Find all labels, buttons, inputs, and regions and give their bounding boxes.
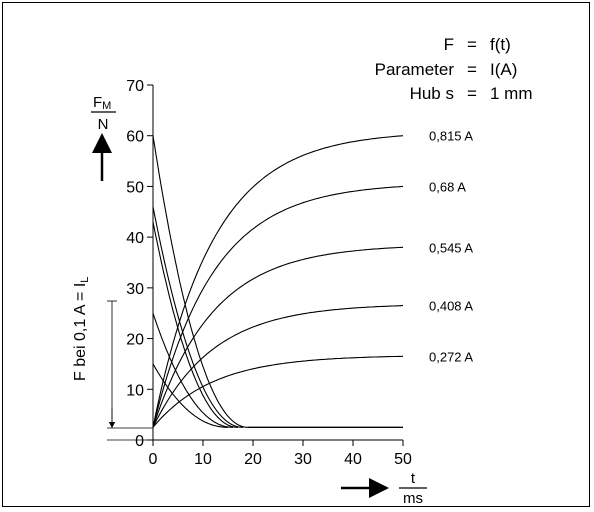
curve-label: 0,815 A: [429, 129, 473, 144]
x-axis-label: t ms: [341, 470, 427, 507]
side-label: F bei 0,1 A = IL: [72, 277, 91, 381]
header-block: F = f(t) Parameter = I(A) Hub s = 1 mm: [375, 35, 533, 103]
rising-curve: [152, 135, 404, 428]
force-time-chart: F = f(t) Parameter = I(A) Hub s = 1 mm F…: [72, 35, 533, 507]
decaying-curve: [152, 135, 248, 428]
header-line1-lhs: F: [444, 35, 454, 54]
header-line2-eq: =: [467, 60, 477, 79]
decaying-curve: [152, 206, 243, 428]
x-tick-label: 50: [394, 451, 412, 468]
y-tick-label: 40: [126, 230, 144, 247]
header-line2-lhs: Parameter: [375, 60, 455, 79]
header-line3-rhs: 1 mm: [490, 84, 533, 103]
rising-curves: [152, 135, 404, 428]
y-tick-label: 50: [126, 179, 144, 196]
header-line3-lhs: Hub s: [410, 84, 454, 103]
rising-curve: [152, 185, 404, 428]
y-ticks: 0 10 20 30 40 50 60 70: [126, 78, 153, 450]
header-line2-rhs: I(A): [490, 60, 517, 79]
x-tick-label: 40: [344, 451, 362, 468]
rising-curve: [152, 246, 404, 428]
x-tick-label: 20: [244, 451, 262, 468]
x-tick-label: 0: [149, 451, 158, 468]
header-line3-eq: =: [467, 84, 477, 103]
y-axis-label-numerator: FM: [93, 94, 111, 112]
rising-curve: [152, 305, 404, 428]
x-axis-label-denominator: ms: [403, 490, 423, 506]
rising-curve: [152, 355, 404, 428]
curve-label: 0,68 A: [429, 179, 466, 194]
x-tick-label: 30: [294, 451, 312, 468]
curve-label: 0,272 A: [429, 349, 473, 364]
y-tick-label: 20: [126, 332, 144, 349]
x-axis-label-numerator: t: [411, 470, 416, 487]
header-line1-eq: =: [467, 35, 477, 54]
x-tick-label: 10: [194, 451, 212, 468]
decaying-curve: [152, 221, 238, 428]
y-axis-label-denominator: N: [98, 116, 109, 133]
curve-label: 0,545 A: [429, 240, 473, 255]
curve-label: 0,408 A: [429, 299, 473, 314]
decaying-curves: [152, 135, 403, 428]
y-tick-label: 60: [126, 129, 144, 146]
decaying-curve: [152, 313, 233, 428]
y-axis-label: FM N: [91, 94, 116, 181]
y-tick-label: 70: [126, 78, 144, 95]
y-tick-label: 0: [135, 433, 144, 450]
axes: [152, 85, 403, 441]
y-tick-label: 10: [126, 382, 144, 399]
curve-labels: 0,815 A 0,68 A 0,545 A 0,408 A 0,272 A: [429, 129, 473, 365]
x-ticks: 0 10 20 30 40 50: [149, 440, 412, 468]
decaying-curve: [152, 363, 228, 428]
header-line1-rhs: f(t): [490, 35, 511, 54]
chart-frame: F = f(t) Parameter = I(A) Hub s = 1 mm F…: [2, 2, 590, 507]
y-tick-label: 30: [126, 281, 144, 298]
